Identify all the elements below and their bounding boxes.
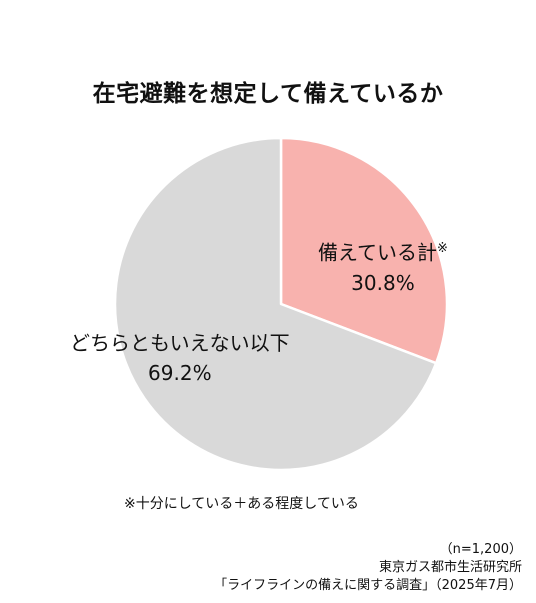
sample-size: （n=1,200）	[439, 542, 522, 557]
slice-marker-prepared: ※	[437, 241, 448, 256]
footnote: ※十分にしている＋ある程度している	[124, 496, 359, 512]
source-organization: 東京ガス都市生活研究所	[378, 560, 522, 575]
pie-slice-0	[279, 136, 449, 365]
slice-name-not-prepared: どちらともいえない以下	[70, 331, 290, 355]
slice-value-prepared: 30.8%	[351, 270, 415, 295]
source-note: （n=1,200） 東京ガス都市生活研究所 「ライフラインの備えに関する調査」（…	[122, 541, 522, 595]
slice-name-prepared: 備えている計	[318, 240, 437, 265]
chart-title: 在宅避難を想定して備えているか	[92, 81, 444, 107]
slice-value-not-prepared: 69.2%	[148, 361, 212, 385]
slice-label-not-prepared: どちらともいえない以下 69.2%	[70, 328, 290, 388]
pie-slice-1	[113, 136, 438, 472]
slice-label-prepared: 備えている計※ 30.8%	[318, 234, 448, 298]
survey-name: 「ライフラインの備えに関する調査」（2025年7月）	[214, 578, 522, 593]
